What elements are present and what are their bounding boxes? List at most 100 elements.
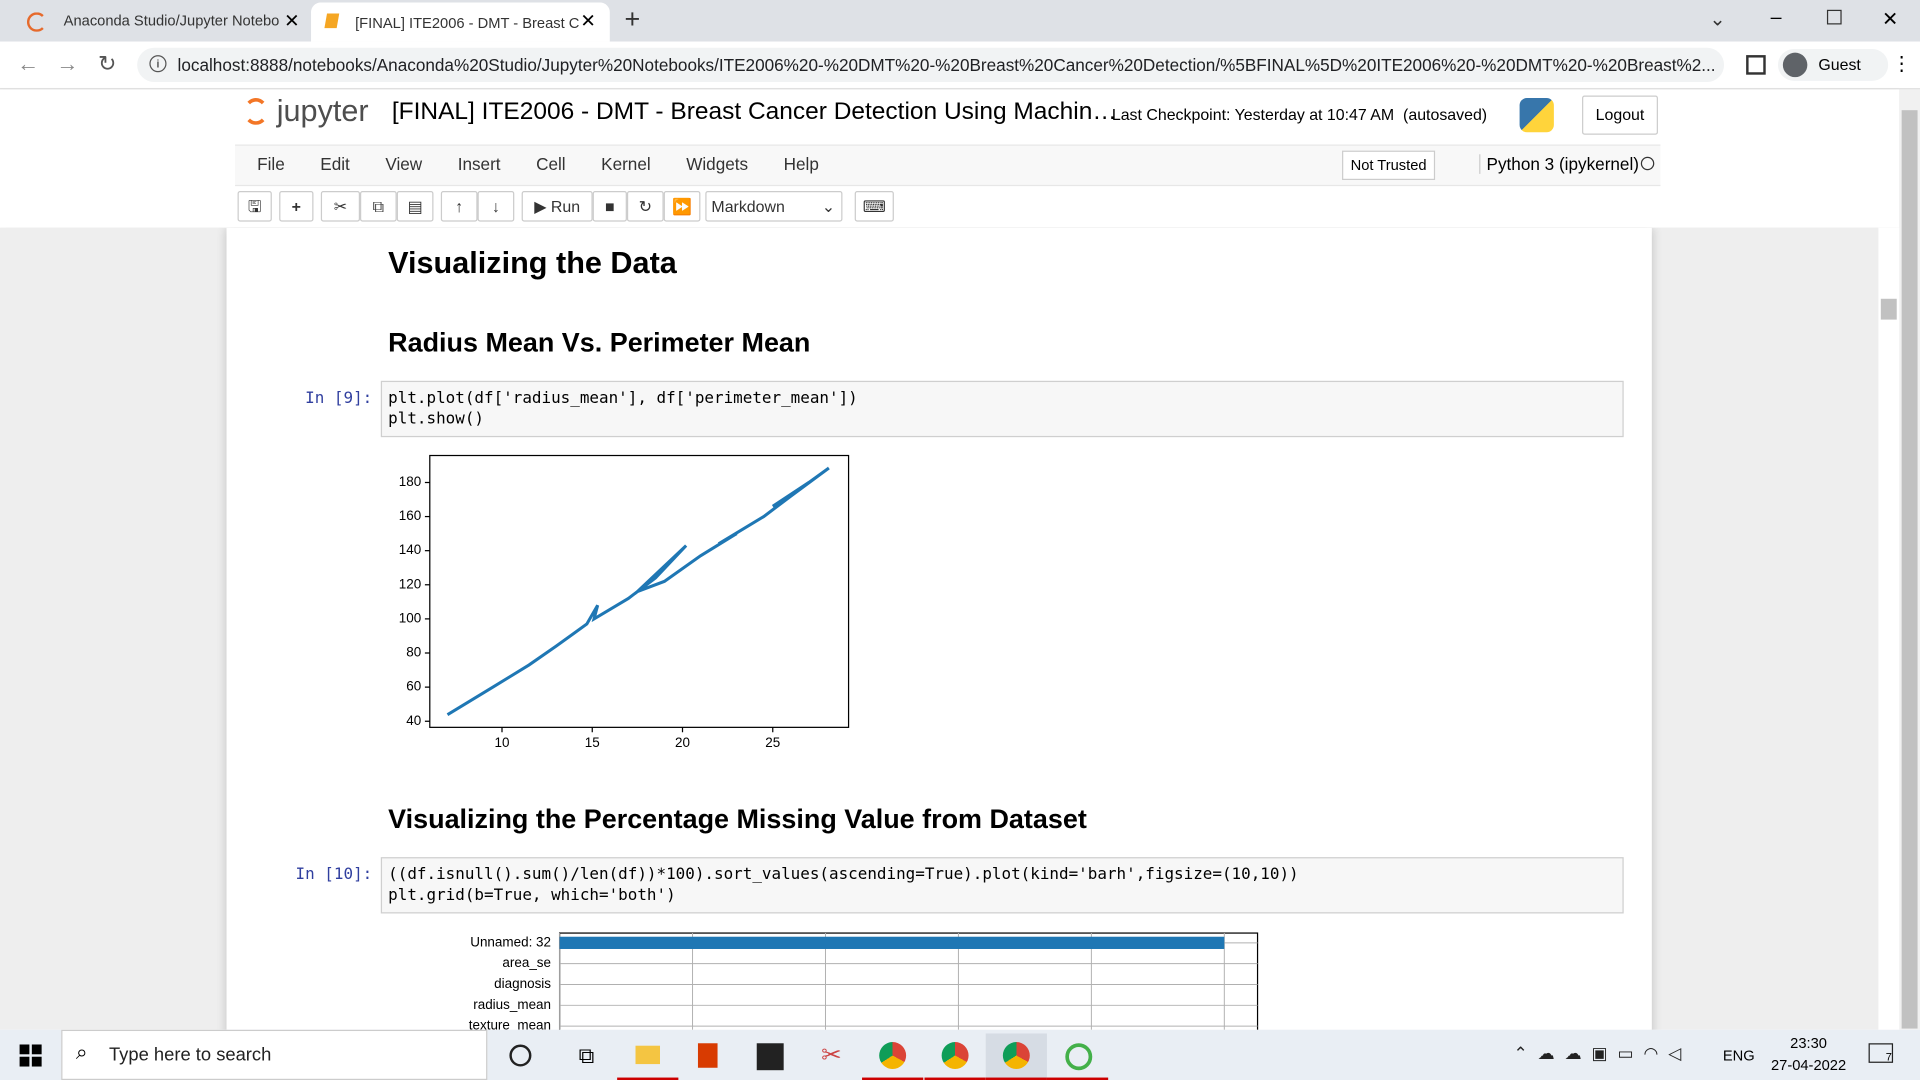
x-tick-label: 25 — [765, 735, 780, 750]
y-tick-label: 40 — [406, 713, 421, 728]
copy-button[interactable]: ⧉ — [360, 191, 397, 222]
date: 27-04-2022 — [1770, 1056, 1847, 1074]
maximize[interactable] — [1826, 9, 1842, 25]
x-tick-label: 20 — [675, 735, 690, 750]
tab-title: [FINAL] ITE2006 - DMT - Breast C — [355, 14, 580, 32]
scroll-thumb[interactable] — [1901, 110, 1918, 1029]
logo-text[interactable]: jupyter — [276, 94, 369, 129]
dropdown-arrow: ⌄ — [821, 197, 836, 216]
address-bar[interactable] — [137, 47, 1725, 83]
cell-type-select[interactable]: Markdown ⌄ — [705, 191, 843, 222]
minimize[interactable]: – — [1770, 7, 1782, 29]
close-window[interactable]: ✕ — [1882, 9, 1899, 31]
logout-button[interactable]: Logout — [1582, 95, 1658, 135]
save-button[interactable]: 🖫 — [237, 191, 272, 222]
kernel-indicator — [1640, 156, 1655, 171]
search-placeholder: Type here to search — [108, 1044, 272, 1066]
cut-button[interactable]: ✂ — [320, 191, 361, 222]
start-button[interactable] — [19, 1044, 42, 1067]
back[interactable]: ← — [17, 51, 40, 76]
site-info[interactable]: i — [149, 55, 167, 73]
heading: Visualizing the Data — [388, 246, 677, 281]
y-tick-label: Unnamed: 32 — [470, 934, 551, 949]
profile-name: Guest — [1818, 55, 1861, 74]
browser-tab[interactable]: Anaconda Studio/Jupyter Notebo — [10, 0, 309, 42]
task-view[interactable]: ⧉ — [578, 1043, 595, 1068]
menu-item[interactable]: View — [385, 154, 423, 174]
jupyter-logo — [243, 97, 269, 125]
code-line: plt.show() — [388, 410, 485, 429]
barh-chart: Unnamed: 32 area_se diagnosis radius_meante… — [469, 932, 1259, 1030]
y-tick-label: area_se — [502, 955, 551, 970]
cell-prompt: In [9]: — [305, 389, 373, 408]
x-tick-label: 10 — [495, 735, 510, 750]
data-line — [446, 466, 830, 717]
restart-run[interactable]: ⏩ — [663, 191, 701, 222]
app-chrome[interactable] — [924, 1033, 986, 1080]
checkpoint: Last Checkpoint: Yesterday at 10:47 AM (… — [1112, 105, 1487, 123]
paste-button[interactable]: ▤ — [396, 191, 434, 222]
app-notion[interactable] — [740, 1033, 801, 1077]
side-panel[interactable] — [1746, 55, 1766, 75]
cell-prompt: In [10]: — [295, 865, 373, 885]
url: localhost:8888/notebooks/Anaconda%20Stud… — [177, 55, 1716, 75]
trust-indicator[interactable]: Not Trusted — [1342, 150, 1436, 181]
y-tick-label: 140 — [399, 542, 421, 557]
menu-item[interactable]: Insert — [457, 154, 501, 174]
notifications[interactable]: 7 — [1868, 1043, 1894, 1063]
y-tick-label: 120 — [399, 576, 421, 591]
close-tab[interactable]: ✕ — [580, 11, 596, 32]
language[interactable]: ENG — [1722, 1046, 1755, 1065]
app-chrome[interactable] — [985, 1033, 1047, 1080]
notebook-title[interactable]: [FINAL] ITE2006 - DMT - Breast Cancer De… — [391, 97, 1117, 125]
checkpoint-label: Last Checkpoint: — [1111, 105, 1231, 124]
reload[interactable]: ↻ — [97, 51, 117, 76]
close-tab[interactable]: ✕ — [284, 11, 300, 32]
code-line: plt.grid(b=True, which='both') — [388, 886, 676, 905]
browser-tab-active[interactable]: [FINAL] ITE2006 - DMT - Breast C — [311, 2, 610, 42]
new-tab[interactable]: + — [624, 3, 641, 35]
move-up[interactable]: ↑ — [440, 191, 478, 222]
code-cell[interactable]: plt.plot(df['radius_mean'], df['perimete… — [380, 380, 1624, 438]
code-cell[interactable]: ((df.isnull().sum()/len(df))*100).sort_v… — [380, 857, 1624, 914]
menu-item[interactable]: Cell — [536, 154, 566, 174]
y-tick-label: radius_mean — [473, 997, 551, 1012]
x-tick-label: 15 — [585, 735, 600, 750]
tab-search[interactable]: ⌄ — [1709, 9, 1726, 31]
interrupt[interactable]: ■ — [592, 191, 627, 222]
heading: Radius Mean Vs. Perimeter Mean — [388, 326, 811, 358]
move-down[interactable]: ↓ — [477, 191, 515, 222]
forward[interactable]: → — [56, 51, 79, 76]
tab-icon — [324, 13, 340, 29]
app-chrome[interactable] — [862, 1033, 924, 1080]
cortana[interactable] — [509, 1044, 532, 1067]
time: 23:30 — [1790, 1034, 1827, 1052]
menu-item[interactable]: Help — [783, 154, 819, 174]
app-office[interactable] — [678, 1033, 739, 1077]
y-tick-label: 80 — [406, 645, 421, 660]
command-palette[interactable]: ⌨ — [854, 191, 894, 222]
app-anaconda[interactable] — [1046, 1033, 1109, 1080]
inner-scrollbar[interactable] — [1878, 227, 1900, 1030]
clock[interactable]: 23:30 27-04-2022 — [1771, 1035, 1847, 1074]
menu-items: File Edit View Insert Cell Kernel Widgets Help — [257, 154, 854, 176]
heading: Visualizing the Percentage Missing Value… — [388, 803, 1087, 834]
menu-item[interactable]: Edit — [320, 154, 350, 174]
menu-item[interactable]: Widgets — [686, 154, 749, 174]
code-line: plt.plot(df['radius_mean'], df['perimete… — [388, 389, 858, 408]
app-explorer[interactable] — [617, 1033, 679, 1080]
menu[interactable]: ⋮ — [1891, 53, 1912, 75]
search-icon: ⌕ — [75, 1040, 88, 1065]
app-snip[interactable]: ✂ — [821, 1042, 842, 1069]
insert-button[interactable]: + — [279, 191, 314, 222]
menu-item[interactable]: File — [257, 154, 285, 174]
notification-count: 7 — [1885, 1050, 1892, 1063]
y-tick-label: 60 — [406, 679, 421, 694]
inner-scroll-thumb[interactable] — [1880, 298, 1897, 320]
restart[interactable]: ↻ — [626, 191, 664, 222]
y-tick-label: 160 — [399, 508, 421, 523]
search-box[interactable] — [61, 1029, 488, 1080]
menu-item[interactable]: Kernel — [601, 154, 651, 174]
run-button[interactable]: ▶ Run — [521, 191, 593, 222]
tray-icons[interactable]: ⌃☁☁▣▭◠◁ — [1513, 1043, 1692, 1063]
